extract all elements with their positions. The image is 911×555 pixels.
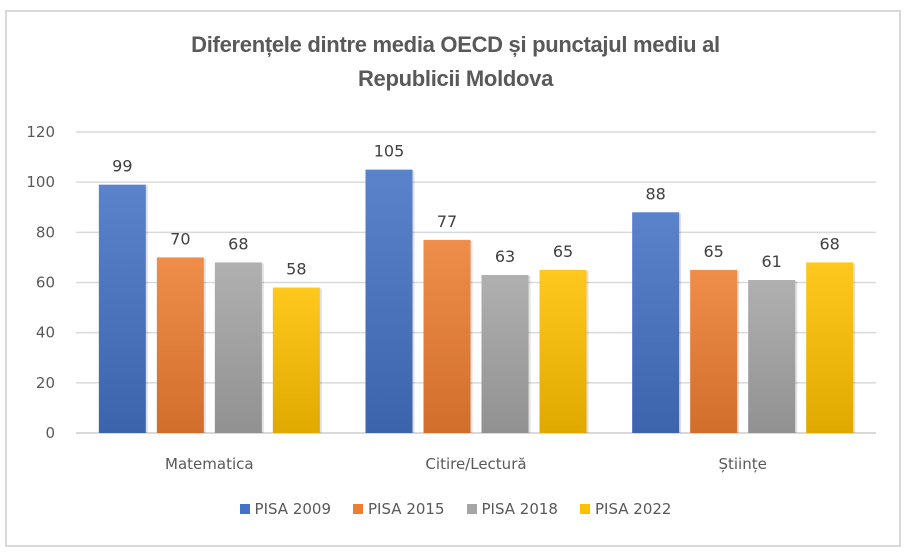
bar-pisa-2015-2: [690, 269, 738, 433]
bar-pisa-2015-0: [156, 257, 204, 433]
y-tick-label: 120: [26, 123, 55, 141]
y-axis-ticks: 0 20 40 60 80 100 120: [26, 123, 55, 442]
chart-title-line-2: Republicii Moldova: [357, 66, 554, 91]
y-tick-label: 80: [36, 223, 55, 241]
bar-pisa-2009-0: [98, 184, 146, 433]
data-label: 68: [228, 234, 248, 253]
data-label: 105: [374, 142, 405, 161]
data-label: 63: [495, 247, 515, 266]
data-label: 65: [553, 242, 573, 261]
chart-title: Diferențele dintre media OECD și punctaj…: [0, 28, 911, 96]
data-label: 61: [761, 252, 781, 271]
gridlines: [76, 131, 876, 434]
legend-swatch: [353, 504, 364, 514]
chart-title-line-1: Diferențele dintre media OECD și punctaj…: [191, 32, 720, 57]
bar-pisa-2022-1: [539, 269, 587, 433]
legend-swatch: [239, 504, 250, 514]
bar-pisa-2018-1: [481, 274, 529, 433]
bar-pisa-2009-1: [365, 169, 413, 433]
y-tick-label: 0: [45, 424, 55, 442]
data-label: 77: [437, 212, 457, 231]
data-labels: 99 70 68 58 105 77 63 65 88 65 61 68: [112, 142, 840, 279]
legend-label: PISA 2022: [594, 500, 672, 518]
bar-pisa-2022-2: [806, 262, 854, 433]
bar-pisa-2018-0: [214, 262, 262, 433]
data-label: 70: [170, 229, 190, 248]
data-label: 68: [819, 234, 839, 253]
data-label: 99: [112, 157, 132, 176]
bar-pisa-2018-2: [748, 279, 796, 433]
legend-item: PISA 2015: [353, 500, 445, 518]
legend-item: PISA 2018: [466, 500, 558, 518]
legend-swatch: [466, 504, 477, 514]
legend-item: PISA 2009: [239, 500, 332, 518]
legend: PISA 2009 PISA 2015 PISA 2018 PISA 2022: [0, 500, 911, 518]
y-tick-label: 20: [36, 374, 55, 392]
bars: [98, 169, 856, 433]
category-label: Matematica: [165, 455, 254, 473]
legend-label: PISA 2015: [368, 500, 445, 518]
data-label: 88: [645, 184, 665, 203]
legend-swatch: [579, 504, 590, 514]
bar-pisa-2009-2: [632, 212, 680, 433]
category-label: Științe: [718, 455, 766, 473]
data-label: 65: [703, 242, 723, 261]
y-tick-label: 60: [36, 274, 55, 292]
y-tick-label: 100: [26, 173, 55, 191]
bar-pisa-2015-1: [423, 239, 471, 433]
legend-label: PISA 2018: [481, 500, 558, 518]
legend-item: PISA 2022: [579, 500, 672, 518]
y-tick-label: 40: [36, 324, 55, 342]
x-axis-categories: Matematica Citire/Lectură Științe: [165, 455, 767, 473]
category-label: Citire/Lectură: [425, 455, 526, 473]
data-label: 58: [286, 260, 306, 279]
legend-label: PISA 2009: [254, 500, 332, 518]
bar-pisa-2022-0: [272, 287, 320, 433]
